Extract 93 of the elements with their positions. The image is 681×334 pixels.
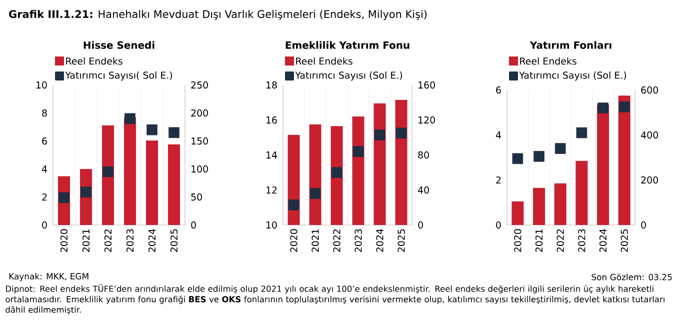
text: Dipnot: Reel endeks TÜFE’den arındırılarak elde edilmiş olup 2021 yılı ocak ayı 100’e endekslenmiştir. Reel endeks değerleri ilgili serilerin üç aylık hareketli ortalamasıdır. Emeklilik yatırım fonu grafiği BES ve OKS fonlarının toplulaştırılmış verisini vermekte olup, katılımcı sayısı tekilleştirilmiş, devlet katkısı tutarları dâhil edilmemiştir. — [6, 284, 664, 314]
y-tick-label: 10 — [266, 221, 277, 229]
bar — [352, 116, 364, 225]
legend-label: Reel Endeks — [296, 57, 352, 65]
bar — [395, 100, 408, 225]
bar — [102, 125, 114, 225]
y-tick-label: 8 — [42, 109, 47, 117]
y-tick-label: 16 — [266, 116, 277, 124]
chart-title: Emeklilik Yatırım Fonu — [286, 41, 410, 49]
text: Son Gözlem: 03.25 — [592, 274, 672, 280]
x-tick-label: 2025 — [620, 229, 628, 252]
x-tick-label: 2023 — [354, 229, 362, 252]
y2-tick-label: 0 — [418, 221, 423, 229]
y2-tick-label: 0 — [641, 221, 646, 229]
x-tick-label: 2022 — [333, 229, 340, 252]
y2-tick-label: 100 — [192, 165, 208, 173]
point — [374, 129, 386, 140]
x-tick-label: 2023 — [578, 229, 586, 252]
y2-tick-label: 200 — [641, 176, 658, 184]
y2-tick-label: 0 — [191, 221, 196, 229]
y-tick-label: 0 — [496, 221, 501, 229]
bar — [330, 126, 343, 225]
legend-label: Reel Endeks — [520, 57, 576, 65]
x-tick-label: 2021 — [535, 229, 543, 252]
y-tick-label: 2 — [496, 176, 501, 184]
y-tick-label: 2 — [42, 193, 47, 201]
y2-tick-label: 80 — [418, 151, 429, 159]
text: Kaynak: MKK, EGM — [9, 272, 88, 282]
legend-label: Yatırımcı Sayısı( Sol E.) — [65, 71, 172, 81]
chart-title: Yatırım Fonları — [530, 41, 612, 49]
bar — [146, 140, 158, 225]
x-tick-label: 2022 — [104, 229, 112, 252]
y2-tick-label: 150 — [192, 137, 208, 145]
bar — [168, 144, 180, 225]
bar — [576, 160, 588, 225]
point — [554, 143, 566, 154]
y2-tick-label: 120 — [418, 116, 435, 124]
bar — [597, 104, 610, 225]
y2-tick-label: 40 — [418, 186, 429, 194]
y-tick-label: 10 — [36, 81, 47, 89]
x-tick-label: 2020 — [60, 229, 68, 252]
y-tick-label: 12 — [266, 186, 277, 194]
legend-label: Reel Endeks — [66, 57, 122, 65]
y2-tick-label: 160 — [418, 81, 435, 89]
point — [618, 101, 630, 112]
legend-label: Yatırımcı Sayısı (Sol E.) — [295, 71, 402, 81]
point — [512, 153, 524, 164]
x-tick-label: 2024 — [599, 229, 607, 252]
chart-title: Hisse Senedi — [84, 41, 154, 49]
point — [102, 166, 114, 178]
x-tick-label: 2025 — [398, 229, 405, 252]
point — [168, 127, 180, 138]
point — [146, 124, 158, 136]
x-tick-label: 2022 — [556, 229, 564, 252]
y-tick-label: 4 — [496, 132, 501, 138]
point — [598, 102, 608, 114]
x-tick-label: 2025 — [170, 229, 178, 252]
x-tick-label: 2021 — [312, 229, 319, 252]
text: Grafik III.1.21: Hanehalkı Mevduat Dışı Varlık Gelişmeleri (Endeks, Milyon Kişi) — [9, 10, 427, 20]
x-tick-label: 2021 — [82, 229, 90, 252]
x-tick-label: 2023 — [126, 229, 134, 252]
x-tick-label: 2024 — [148, 229, 156, 252]
bar — [618, 96, 630, 225]
point — [310, 188, 321, 199]
point — [396, 128, 407, 139]
y-tick-label: 14 — [266, 152, 277, 158]
bar — [124, 117, 136, 225]
y-tick-label: 0 — [42, 221, 47, 229]
point — [80, 186, 92, 198]
point — [331, 167, 342, 178]
bar — [374, 103, 386, 225]
y-tick-label: 6 — [496, 86, 501, 94]
point — [534, 150, 544, 162]
bar — [554, 183, 566, 225]
y2-tick-label: 200 — [191, 109, 208, 117]
point — [124, 113, 136, 124]
point — [58, 192, 70, 204]
x-tick-label: 2024 — [376, 229, 384, 252]
point — [288, 199, 300, 210]
x-tick-label: 2020 — [514, 229, 522, 252]
point — [576, 127, 588, 138]
y2-tick-label: 600 — [641, 86, 658, 94]
point — [352, 146, 364, 157]
y2-tick-label: 400 — [640, 131, 658, 139]
legend-label: Yatırımcı Sayısı (Sol E.) — [519, 71, 626, 81]
y-tick-label: 6 — [42, 137, 47, 145]
bar — [533, 188, 546, 225]
y-tick-label: 4 — [42, 166, 47, 172]
y2-tick-label: 250 — [191, 81, 208, 89]
y-tick-label: 18 — [266, 81, 277, 89]
x-tick-label: 2020 — [290, 229, 298, 252]
y2-tick-label: 50 — [191, 193, 202, 201]
bar — [512, 201, 524, 225]
